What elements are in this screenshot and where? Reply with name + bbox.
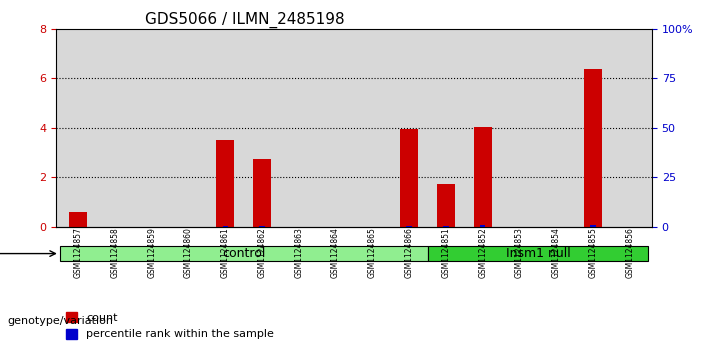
Bar: [480, 225, 486, 227]
Text: GSM1124858: GSM1124858: [111, 228, 119, 278]
Bar: [407, 225, 412, 227]
Bar: [253, 159, 271, 227]
Bar: [443, 226, 449, 227]
Text: GSM1124863: GSM1124863: [294, 228, 304, 278]
Bar: [69, 212, 88, 227]
Text: GSM1124866: GSM1124866: [404, 228, 414, 278]
Text: GSM1124861: GSM1124861: [221, 228, 230, 278]
Bar: [222, 226, 228, 227]
Text: GSM1124852: GSM1124852: [478, 228, 487, 278]
Bar: [400, 129, 418, 227]
Text: GSM1124851: GSM1124851: [442, 228, 451, 278]
Text: GSM1124856: GSM1124856: [625, 228, 634, 278]
FancyBboxPatch shape: [60, 246, 428, 261]
Bar: [437, 184, 455, 227]
Text: GSM1124862: GSM1124862: [257, 228, 266, 278]
Bar: [259, 226, 265, 227]
Bar: [590, 225, 596, 227]
Text: genotype/variation: genotype/variation: [7, 316, 113, 326]
Text: GDS5066 / ILMN_2485198: GDS5066 / ILMN_2485198: [146, 12, 345, 28]
Text: GSM1124853: GSM1124853: [515, 228, 524, 278]
Text: GSM1124865: GSM1124865: [368, 228, 377, 278]
Text: GSM1124855: GSM1124855: [589, 228, 597, 278]
Text: control: control: [222, 247, 266, 260]
Text: Insm1 null: Insm1 null: [505, 247, 571, 260]
Text: GSM1124864: GSM1124864: [331, 228, 340, 278]
Text: GSM1124857: GSM1124857: [74, 228, 83, 278]
Bar: [584, 69, 602, 227]
Text: GSM1124860: GSM1124860: [184, 228, 193, 278]
Bar: [474, 127, 492, 227]
Bar: [216, 140, 234, 227]
Text: GSM1124854: GSM1124854: [552, 228, 561, 278]
Text: GSM1124859: GSM1124859: [147, 228, 156, 278]
Legend: count, percentile rank within the sample: count, percentile rank within the sample: [62, 308, 278, 344]
FancyBboxPatch shape: [428, 246, 648, 261]
